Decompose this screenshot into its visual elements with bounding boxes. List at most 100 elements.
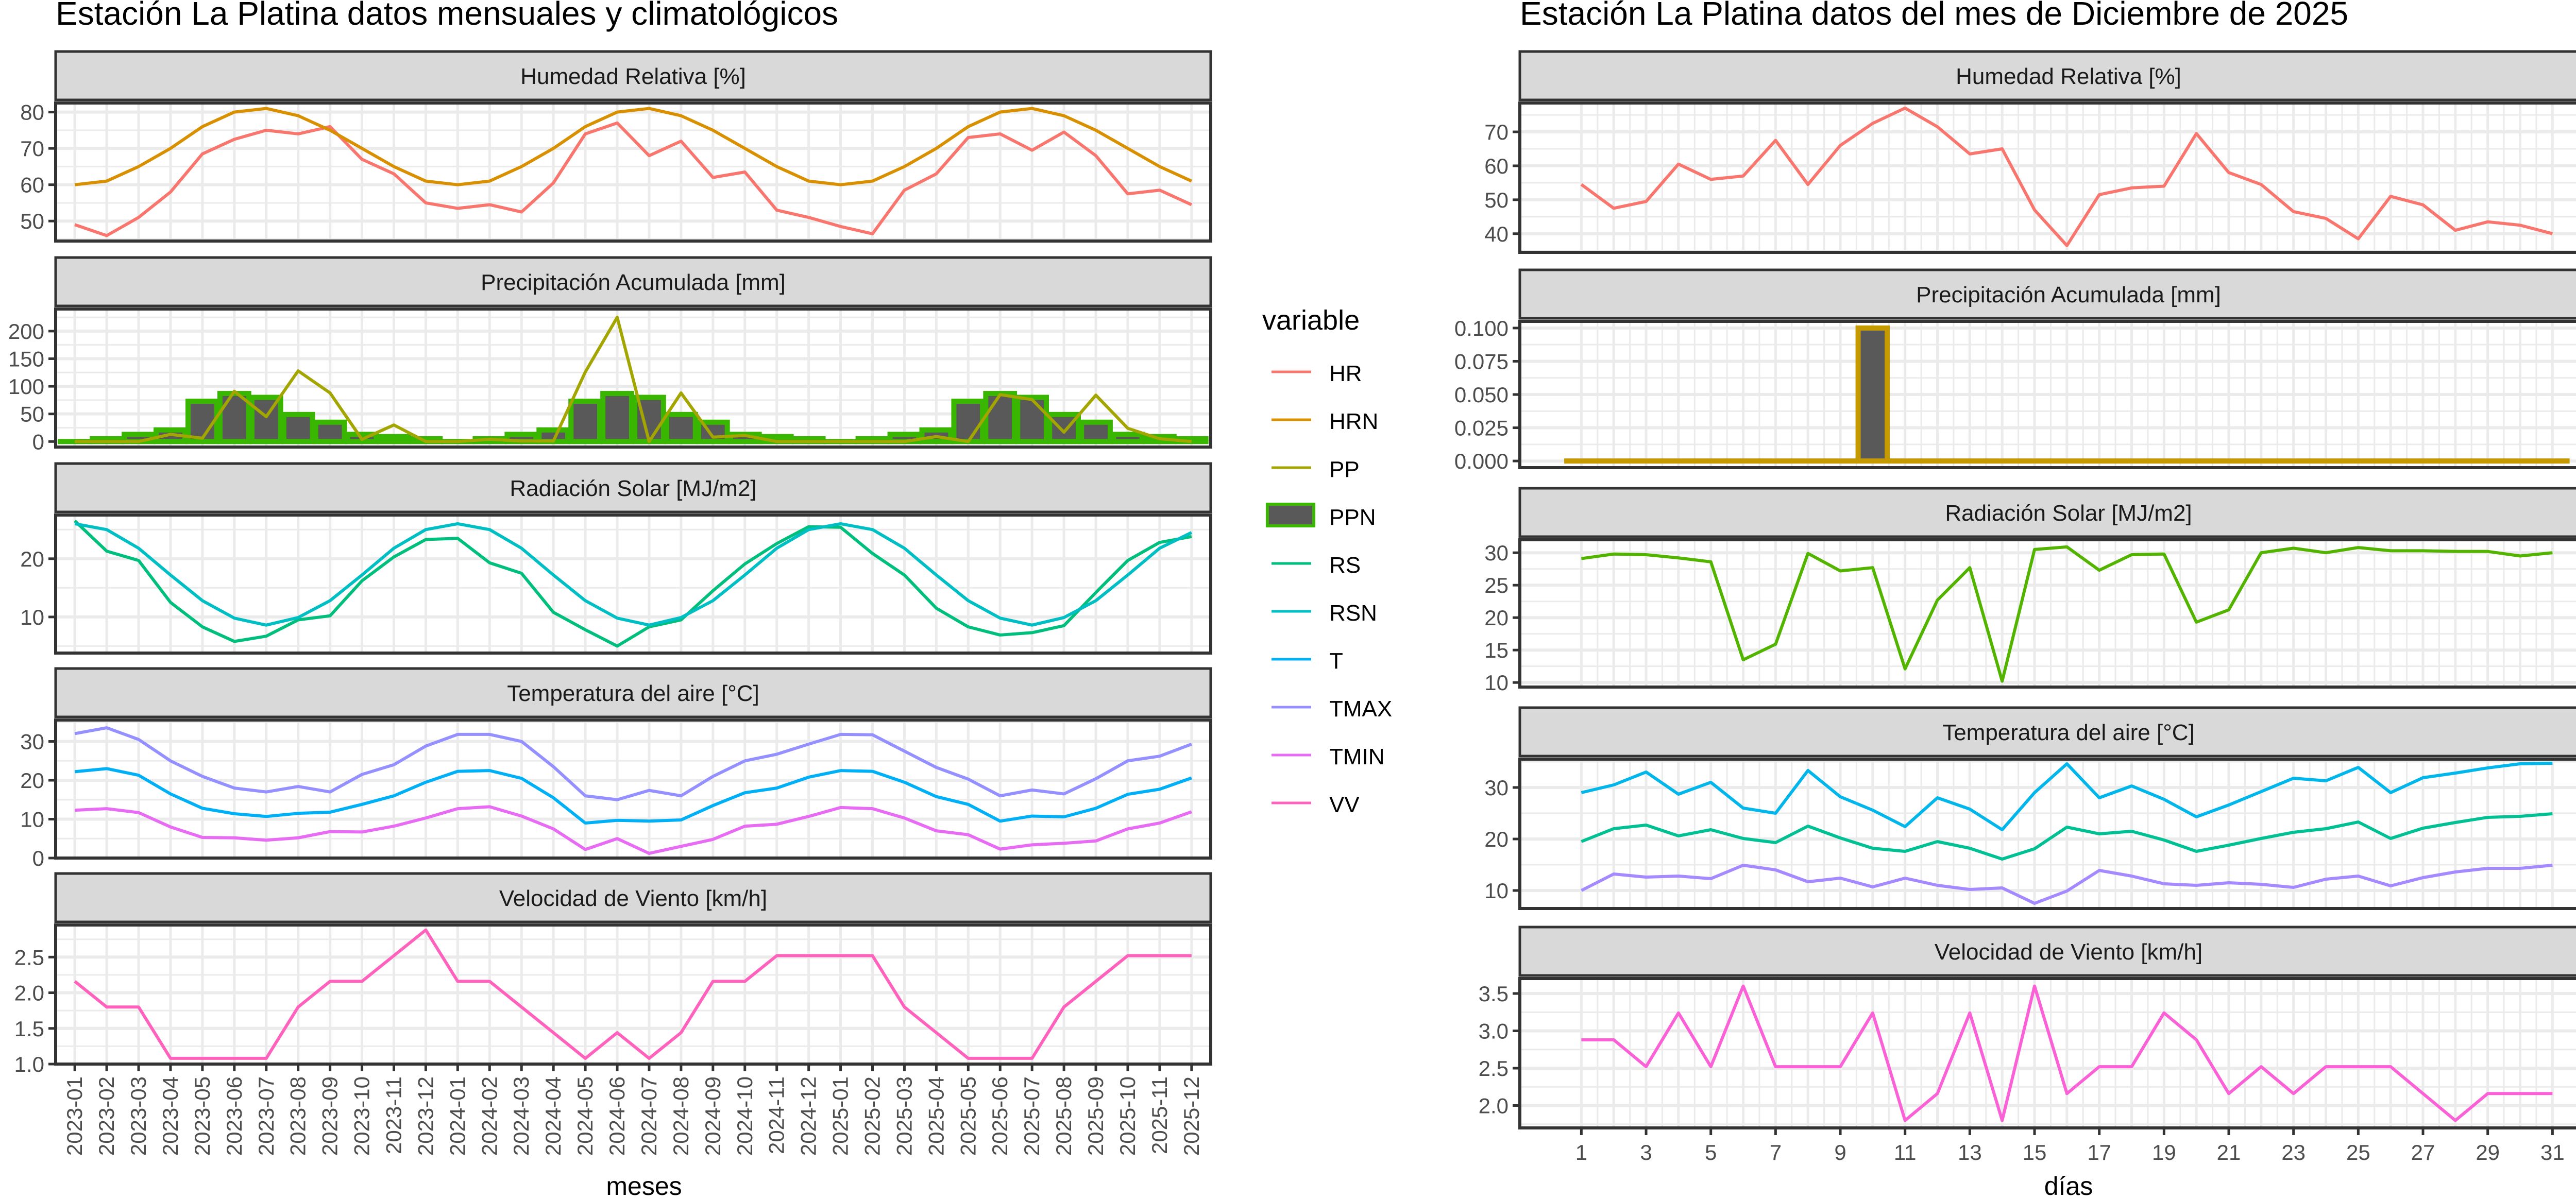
panel-strip — [1518, 268, 2576, 320]
legend-item-vv: VV — [1272, 792, 1360, 817]
plot-background — [1520, 979, 2576, 1128]
panel-strip — [54, 462, 1212, 513]
legend-label: TMIN — [1329, 744, 1385, 769]
panel-frame — [54, 101, 1212, 243]
panel-frame — [1518, 320, 2576, 469]
legend-label: RSN — [1329, 601, 1377, 626]
x-tick-label: 5 — [1705, 1140, 1717, 1164]
y-tick-label: 20 — [1484, 827, 1509, 851]
y-tick-label: 20 — [20, 768, 44, 793]
y-tick-label: 80 — [20, 100, 44, 125]
bar-ppn — [377, 434, 411, 444]
x-tick-label: 2024-08 — [669, 1076, 693, 1156]
x-tick-label: 2024-02 — [477, 1076, 501, 1156]
panel-frame — [1518, 977, 2576, 1129]
x-tick-label: 2025-04 — [924, 1076, 948, 1156]
y-tick-label: 70 — [20, 136, 44, 161]
y-tick-label: 50 — [20, 402, 44, 426]
x-tick-label: 2024-10 — [733, 1076, 757, 1156]
x-tick-label: 2024-06 — [605, 1076, 629, 1156]
series-line-t — [1581, 812, 2553, 861]
bar-ppn — [281, 412, 315, 444]
right-figure-title: Estación La Platina datos del mes de Dic… — [1520, 0, 2348, 32]
plot-background — [56, 925, 1211, 1064]
x-tick-label: 15 — [2023, 1140, 2047, 1164]
plot-background — [56, 515, 1211, 653]
legend-item-pp: PP — [1272, 457, 1360, 482]
y-tick-label: 20 — [1484, 606, 1509, 630]
panel-title: Radiación Solar [MJ/m2] — [1945, 501, 2192, 526]
x-tick-label: 31 — [2540, 1140, 2565, 1164]
panel-frame — [54, 718, 1212, 860]
x-tick-label: 9 — [1834, 1140, 1846, 1164]
y-tick-label: 10 — [1484, 879, 1509, 903]
daily-chart: Humedad Relativa [%] 40 50 60 70 Precipitació… — [1454, 50, 2576, 1164]
panel-strip — [54, 256, 1212, 307]
x-tick-label: 17 — [2087, 1140, 2111, 1164]
x-tick-label: 2025-06 — [988, 1076, 1012, 1156]
x-tick-label: 2024-01 — [445, 1076, 469, 1156]
x-tick-label: 2023-11 — [381, 1076, 405, 1154]
series-line-tmax — [74, 726, 1192, 801]
series-line-pp — [75, 316, 1192, 443]
x-tick-label: 2023-04 — [158, 1076, 182, 1156]
legend-label: HR — [1329, 361, 1362, 386]
y-tick-label: 60 — [20, 173, 44, 197]
y-tick-label: 0.025 — [1454, 416, 1509, 440]
panel-title: Velocidad de Viento [km/h] — [499, 886, 767, 911]
panel-0: Humedad Relativa [%] 40 50 60 70 — [1484, 50, 2576, 254]
x-tick-label: 2023-08 — [286, 1076, 310, 1156]
bar-pp — [1855, 325, 1890, 464]
x-tick-label: 2024-07 — [637, 1076, 661, 1156]
x-tick-label: 2023-05 — [190, 1076, 214, 1156]
y-tick-label: 0.100 — [1454, 316, 1509, 340]
y-tick-label: 1.0 — [14, 1052, 44, 1076]
x-tick-label: 2025-03 — [892, 1076, 916, 1156]
legend-label: T — [1329, 648, 1343, 674]
x-tick-label: 2023-01 — [62, 1076, 87, 1156]
y-tick-label: 200 — [8, 319, 44, 344]
x-tick-label: 2024-05 — [573, 1076, 597, 1156]
x-tick-label: 23 — [2281, 1140, 2306, 1164]
x-axis: 2023-01 2023-02 2023-03 2023-04 2023-05 2023-… — [62, 1064, 1204, 1156]
x-tick-label: 19 — [2152, 1140, 2176, 1164]
bar-ppn — [600, 391, 634, 444]
panel-title: Temperatura del aire [°C] — [507, 681, 759, 706]
legend-item-hrn: HRN — [1272, 409, 1378, 434]
right-x-axis-label: días — [2044, 1172, 2093, 1199]
x-tick-label: 2024-04 — [541, 1076, 565, 1156]
legend-item-ppn: PPN — [1266, 503, 1376, 530]
y-tick-label: 60 — [1484, 154, 1509, 178]
panel-title: Humedad Relativa [%] — [1956, 64, 2181, 89]
y-tick-label: 50 — [20, 209, 44, 233]
legend-item-t: T — [1272, 648, 1343, 674]
series-line-tmin — [1581, 864, 2553, 905]
series-line-vv — [1581, 984, 2553, 1122]
y-tick-label: 20 — [20, 547, 44, 571]
panel-4: Velocidad de Viento [km/h] 2.0 2.5 3.0 3.5 — [1479, 926, 2576, 1129]
bar-ppn — [185, 399, 219, 444]
y-tick-label: 3.0 — [1479, 1019, 1509, 1043]
y-tick-label: 15 — [1484, 638, 1509, 662]
plot-background — [1520, 103, 2576, 252]
legend-label: RS — [1329, 553, 1361, 578]
x-tick-label: 2025-11 — [1147, 1076, 1172, 1154]
x-tick-label: 2023-09 — [318, 1076, 342, 1156]
y-tick-label: 70 — [1484, 120, 1509, 144]
y-tick-label: 0 — [32, 430, 44, 454]
x-tick-label: 13 — [1958, 1140, 1982, 1164]
legend-item-tmax: TMAX — [1272, 696, 1392, 722]
y-tick-label: 10 — [20, 808, 44, 832]
series-line-hr — [1580, 106, 2553, 247]
x-tick-label: 25 — [2346, 1140, 2370, 1164]
bar-ppn — [568, 399, 602, 444]
legend-item-rs: RS — [1272, 553, 1361, 578]
y-tick-label: 0 — [32, 846, 44, 870]
y-tick-label: 30 — [1484, 776, 1509, 800]
y-tick-label: 2.0 — [1479, 1094, 1509, 1118]
bar-ppn — [1079, 419, 1113, 444]
y-tick-label: 1.5 — [14, 1017, 44, 1041]
x-tick-label: 3 — [1640, 1140, 1652, 1164]
panel-strip — [54, 50, 1212, 101]
y-tick-label: 10 — [20, 605, 44, 629]
